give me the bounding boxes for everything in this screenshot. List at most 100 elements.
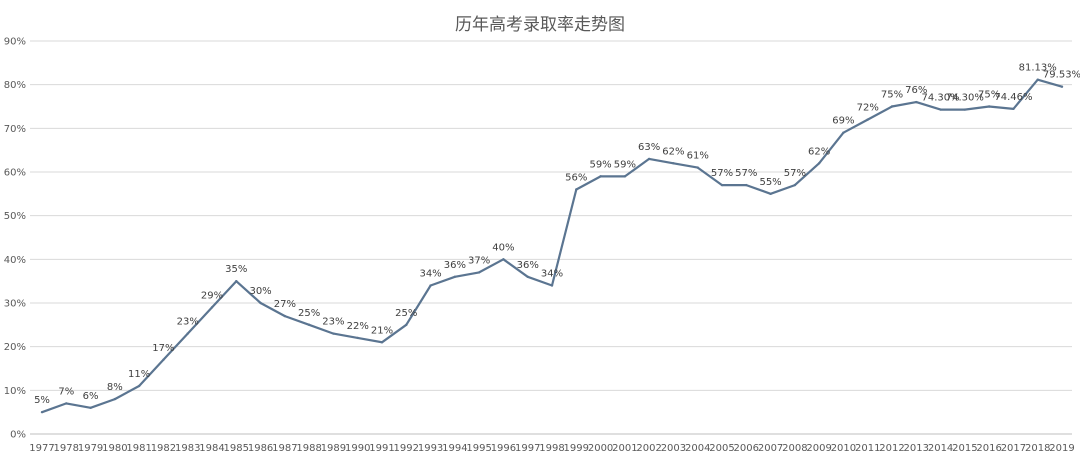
x-tick-label: 1992 bbox=[394, 443, 419, 454]
data-label: 57% bbox=[784, 168, 806, 179]
x-tick-label: 2010 bbox=[831, 443, 856, 454]
y-tick-label: 10% bbox=[4, 386, 26, 397]
x-tick-label: 2005 bbox=[709, 443, 734, 454]
data-point bbox=[1012, 107, 1015, 111]
data-point bbox=[939, 108, 942, 111]
x-tick-label: 1993 bbox=[418, 443, 443, 454]
y-tick-label: 80% bbox=[4, 80, 26, 91]
data-label: 25% bbox=[395, 308, 417, 319]
data-point bbox=[842, 131, 845, 134]
x-tick-label: 1991 bbox=[369, 443, 394, 454]
series-line bbox=[41, 78, 1063, 414]
data-label: 59% bbox=[614, 159, 636, 170]
x-tick-label: 1980 bbox=[102, 443, 127, 454]
data-point bbox=[210, 306, 214, 309]
data-point bbox=[866, 118, 869, 121]
y-tick-label: 90% bbox=[4, 37, 26, 48]
data-point bbox=[65, 402, 68, 405]
x-tick-label: 1984 bbox=[199, 443, 224, 454]
data-label: 29% bbox=[201, 290, 223, 301]
data-label: 23% bbox=[177, 317, 199, 328]
data-label: 63% bbox=[638, 142, 660, 153]
x-tick-label: 2000 bbox=[588, 443, 613, 454]
y-tick-label: 60% bbox=[4, 168, 26, 179]
data-point bbox=[477, 271, 481, 274]
data-point bbox=[793, 183, 797, 187]
data-label: 57% bbox=[735, 168, 757, 179]
data-label: 36% bbox=[444, 260, 466, 271]
data-label: 59% bbox=[589, 159, 611, 170]
data-point bbox=[40, 410, 44, 414]
data-label: 34% bbox=[419, 269, 441, 280]
x-tick-label: 1988 bbox=[296, 443, 321, 454]
x-tick-label: 1996 bbox=[491, 443, 516, 454]
x-tick-label: 2015 bbox=[952, 443, 977, 454]
data-point bbox=[647, 157, 651, 161]
data-point bbox=[89, 406, 92, 409]
data-point bbox=[575, 188, 578, 191]
data-point bbox=[963, 108, 967, 111]
x-tick-label: 2003 bbox=[661, 443, 686, 454]
y-tick-label: 0% bbox=[10, 430, 26, 441]
data-label: 75% bbox=[978, 90, 1000, 101]
data-point bbox=[283, 314, 287, 318]
data-label: 25% bbox=[298, 308, 320, 319]
x-tick-label: 2008 bbox=[782, 443, 807, 454]
data-point bbox=[550, 284, 554, 287]
data-point bbox=[405, 323, 408, 327]
x-tick-label: 1994 bbox=[442, 443, 467, 454]
x-tick-label: 1978 bbox=[54, 443, 79, 454]
y-tick-label: 20% bbox=[4, 342, 26, 353]
data-point bbox=[696, 166, 699, 169]
y-tick-label: 30% bbox=[4, 299, 26, 310]
x-tick-label: 1989 bbox=[321, 443, 346, 454]
data-label: 35% bbox=[225, 264, 247, 275]
data-point bbox=[137, 384, 141, 388]
x-tick-label: 2019 bbox=[1049, 443, 1074, 454]
x-tick-label: 2016 bbox=[976, 443, 1001, 454]
data-label: 62% bbox=[662, 146, 684, 157]
data-label: 40% bbox=[492, 242, 514, 253]
data-label: 57% bbox=[711, 168, 733, 179]
x-tick-label: 1977 bbox=[29, 443, 54, 454]
data-point bbox=[502, 258, 505, 261]
x-tick-label: 1987 bbox=[272, 443, 297, 454]
data-point bbox=[453, 275, 457, 278]
x-tick-label: 1995 bbox=[466, 443, 491, 454]
x-tick-label: 1979 bbox=[78, 443, 103, 454]
data-label: 61% bbox=[687, 151, 709, 162]
data-point bbox=[915, 100, 918, 104]
data-label: 17% bbox=[152, 343, 174, 354]
data-label: 74.30% bbox=[946, 93, 984, 104]
x-tick-label: 1997 bbox=[515, 443, 540, 454]
data-label: 36% bbox=[517, 260, 539, 271]
data-label: 22% bbox=[347, 321, 369, 332]
x-tick-label: 1981 bbox=[126, 443, 151, 454]
data-point bbox=[259, 301, 262, 305]
data-point bbox=[526, 275, 529, 278]
x-tick-label: 2004 bbox=[685, 443, 710, 454]
x-tick-label: 2013 bbox=[904, 443, 929, 454]
x-tick-label: 1983 bbox=[175, 443, 200, 454]
data-label: 37% bbox=[468, 255, 490, 266]
data-label: 69% bbox=[832, 116, 854, 127]
x-tick-label: 1982 bbox=[151, 443, 176, 454]
data-point bbox=[987, 105, 991, 108]
data-point bbox=[113, 397, 117, 401]
x-tick-label: 2002 bbox=[636, 443, 661, 454]
data-label: 81.13% bbox=[1019, 63, 1057, 74]
data-label: 34% bbox=[541, 269, 563, 280]
y-tick-label: 70% bbox=[4, 124, 26, 135]
data-label: 11% bbox=[128, 369, 150, 380]
x-tick-label: 1990 bbox=[345, 443, 370, 454]
data-point bbox=[720, 183, 724, 187]
y-tick-label: 40% bbox=[4, 255, 26, 266]
x-tick-label: 2018 bbox=[1025, 443, 1050, 454]
x-tick-label: 2009 bbox=[806, 443, 831, 454]
data-point bbox=[745, 183, 748, 187]
data-label: 79.53% bbox=[1043, 70, 1080, 81]
x-tick-label: 1999 bbox=[564, 443, 589, 454]
x-tick-label: 2017 bbox=[1001, 443, 1026, 454]
